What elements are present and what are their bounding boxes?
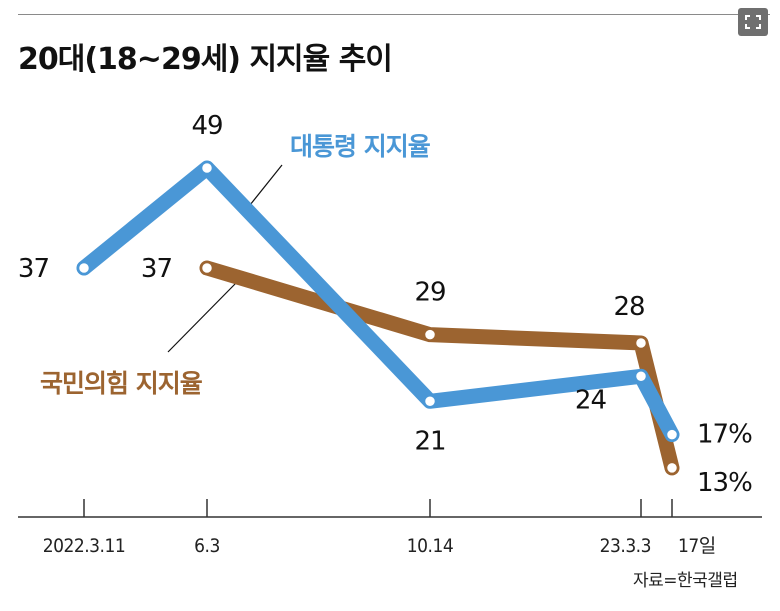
data-label-ppp: 28: [613, 292, 644, 322]
data-point-ppp: [664, 460, 680, 476]
data-point-president: [664, 427, 680, 442]
legend-label-president: 대통령 지지율: [290, 132, 431, 161]
data-label-president: 24: [575, 385, 607, 415]
data-point-ppp: [199, 260, 215, 276]
leader-line-president: [249, 164, 283, 206]
data-label-ppp: 13%: [697, 468, 752, 498]
top-divider: [18, 14, 770, 15]
expand-icon: [745, 15, 761, 29]
data-label-president: 21: [414, 426, 445, 456]
data-point-ppp: [422, 327, 438, 342]
data-label-ppp: 29: [414, 278, 445, 308]
data-point-president: [422, 394, 438, 409]
data-label-president: 37: [18, 254, 49, 284]
leader-line-ppp: [167, 282, 237, 353]
x-tick-label: 2022.3.11: [43, 535, 125, 557]
x-tick-label: 10.14: [407, 535, 453, 557]
data-point-president: [76, 260, 92, 276]
x-tick-label: 23.3.3: [600, 535, 651, 557]
data-point-president: [633, 369, 649, 384]
expand-button[interactable]: [738, 8, 768, 36]
data-point-president: [199, 160, 215, 176]
legend-label-ppp: 국민의힘 지지율: [40, 369, 203, 398]
x-tick-label: 17일: [678, 535, 716, 557]
source-note: 자료=한국갤럽: [633, 571, 738, 591]
x-tick-label: 6.3: [194, 535, 220, 557]
chart-title: 20대(18~29세) 지지율 추이: [18, 42, 393, 77]
data-point-ppp: [633, 335, 649, 351]
data-label-ppp: 37: [141, 254, 172, 284]
data-label-president: 49: [191, 111, 222, 141]
data-label-president: 17%: [697, 420, 752, 450]
